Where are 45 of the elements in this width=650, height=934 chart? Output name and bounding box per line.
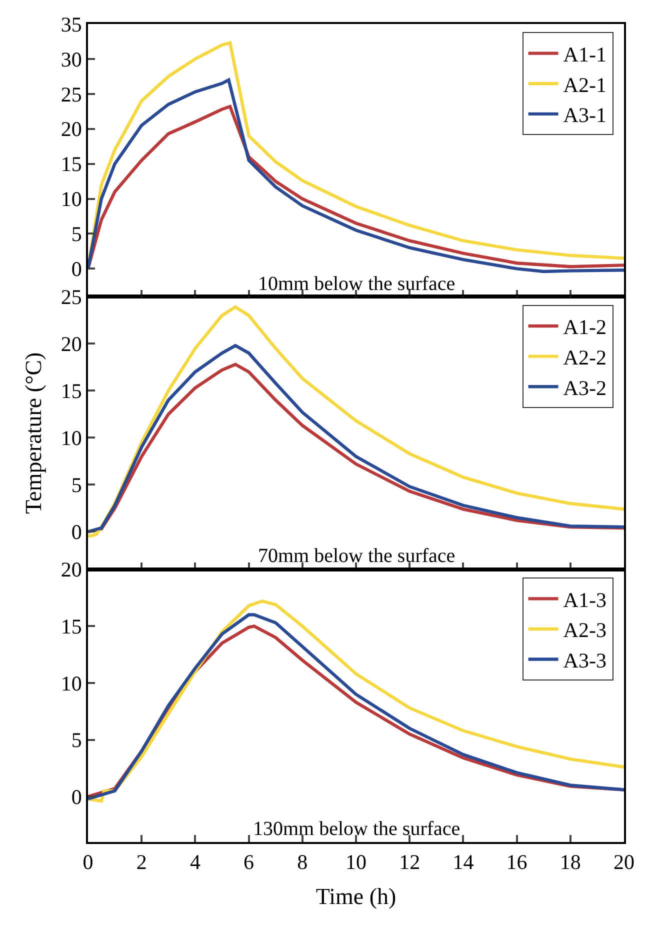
y-tick-label: 20: [60, 332, 82, 356]
y-tick-label: 30: [60, 47, 82, 72]
legend-label: A1-2: [563, 315, 606, 340]
x-tick-label: 18: [560, 850, 581, 874]
legend-label: A2-3: [563, 618, 606, 642]
annotation: 10mm below the surface: [258, 273, 456, 295]
x-tick-label: 12: [399, 850, 420, 874]
y-tick-label: 0: [71, 520, 82, 544]
y-tick-label: 5: [71, 728, 82, 752]
y-tick-label: 35: [60, 12, 82, 36]
legend-label: A3-2: [563, 376, 606, 400]
y-tick-label: 15: [60, 379, 82, 404]
annotation: 70mm below the surface: [258, 545, 456, 567]
x-tick-label: 2: [136, 850, 147, 874]
y-tick-label: 5: [71, 222, 82, 246]
x-tick-label: 4: [190, 850, 201, 874]
y-tick-label: 15: [60, 152, 82, 176]
y-tick-label: 25: [60, 82, 82, 106]
x-tick-label: 14: [452, 850, 474, 874]
x-tick-label: 8: [297, 850, 308, 874]
x-tick-label: 10: [346, 850, 366, 874]
y-tick-label: 20: [60, 117, 82, 142]
legend-label: A3-3: [563, 648, 606, 672]
y-tick-label: 10: [60, 187, 82, 212]
legend-label: A2-2: [563, 345, 606, 370]
legend-label: A3-1: [563, 103, 606, 128]
legend-label: A1-3: [563, 588, 606, 612]
y-tick-label: 5: [71, 473, 82, 498]
x-axis-title: Time (h): [316, 884, 396, 910]
legend-label: A2-1: [563, 72, 606, 97]
y-tick-label: 10: [60, 671, 82, 696]
x-tick-label: 16: [506, 850, 528, 874]
x-tick-label: 6: [244, 850, 254, 874]
y-tick-label: 10: [60, 426, 82, 450]
line-series: [88, 104, 624, 270]
annotation: 130mm below the surface: [253, 818, 460, 840]
y-tick-label: 15: [60, 614, 82, 638]
x-tick-label: 20: [614, 850, 634, 874]
y-tick-label: 0: [71, 784, 82, 809]
y-axis-title: Temperature (°C): [20, 352, 46, 514]
line-series: [88, 78, 624, 274]
y-tick-label: 20: [60, 558, 82, 582]
legend-label: A1-1: [563, 42, 606, 67]
y-tick-label: 25: [60, 285, 82, 310]
y-tick-label: 0: [71, 257, 82, 282]
